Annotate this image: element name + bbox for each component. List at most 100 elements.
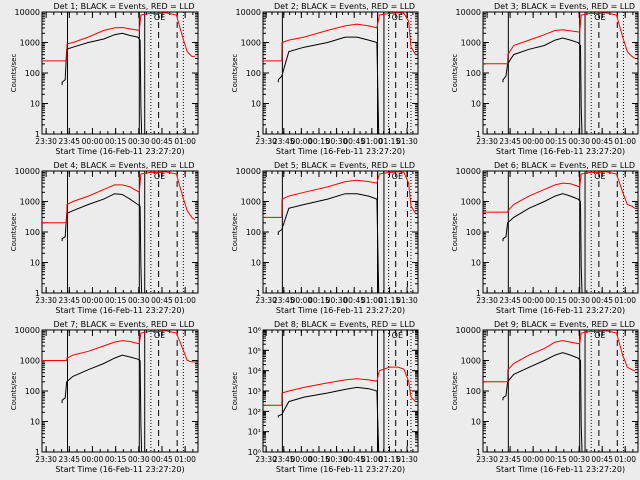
x-tick-label: 00:00 [82,137,104,146]
x-tick-label: 01:00 [174,137,196,146]
y-tick-label: 1000 [20,357,40,366]
x-tick-label: 00:30 [128,137,150,146]
y-tick-label: 1 [35,289,40,298]
x-tick-label: 01:00 [614,296,636,305]
x-tick-label: 00:15 [308,137,330,146]
x-tick-label: 00:30 [128,455,150,464]
x-tick-label: 00:15 [545,296,567,305]
panel-title: Det 2; BLACK = Events, RED = LLD [274,2,415,11]
x-axis-label: Start Time (16-Feb-11 23:27:20) [496,465,625,474]
y-tick-label: 1000 [461,357,481,366]
x-tick-label: 00:45 [343,296,365,305]
x-tick-label: 00:00 [522,455,544,464]
x-tick-label: 23:30 [35,296,57,305]
panel-title: Det 8; BLACK = Events, RED = LLD [274,320,415,329]
annotation-label: OE [154,331,165,340]
x-tick-label: 23:30 [255,137,277,146]
x-tick-label: 00:15 [105,137,127,146]
detector-panel-1: 1 10 100 1000 10000 23:30 23:45 00:00 00:15 00:30… [10,2,199,156]
y-tick-label: 1 [476,289,481,298]
y-tick-label: 10 [30,418,40,427]
x-tick-label: 00:15 [545,137,567,146]
y-tick-label: 1000 [241,198,261,207]
y-tick-label: 10000 [456,8,481,17]
y-tick-label: 1 [476,448,481,457]
y-tick-label: 10000 [236,8,261,17]
x-tick-label: 23:30 [255,296,277,305]
y-tick-label: 100 [466,387,481,396]
series-lld-line [263,171,417,218]
x-tick-label: 00:45 [591,455,613,464]
y-tick-label: 1000 [20,198,40,207]
x-axis-label: Start Time (16-Feb-11 23:27:20) [276,306,405,315]
y-tick-label: 10000 [15,8,40,17]
y-tick-label: 100 [25,387,40,396]
y-axis-label: Counts/sec [231,213,239,252]
x-tick-label: 00:00 [522,296,544,305]
x-tick-label: 00:30 [326,296,348,305]
detector-panel-8: 10⁰ 10¹ 10² 10³ 10⁴ 10⁵ 10⁶ 23:3023:4500:0000:1… [231,320,419,474]
y-tick-label: 10⁴ [248,367,261,376]
x-tick-label: 23:45 [58,137,80,146]
y-tick-label: 10¹ [248,428,261,437]
x-tick-label: 00:30 [568,296,590,305]
x-tick-label: 23:30 [35,455,57,464]
y-tick-label: 10² [248,407,261,416]
x-tick-label: 00:45 [151,296,173,305]
y-tick-label: 10 [30,100,40,109]
detector-panel-7: 1 10 100 1000 10000 23:30 23:45 00:00 00:15 00:30… [10,320,199,474]
x-tick-label: 00:45 [343,137,365,146]
series-group [483,171,636,293]
y-axis-label: Counts/sec [10,213,18,252]
series-events-line [277,36,380,134]
x-tick-label: 00:15 [545,455,567,464]
x-tick-label: 00:30 [568,455,590,464]
y-tick-label: 1 [35,448,40,457]
x-tick-label: 01:30 [396,137,418,146]
panel-title: Det 4; BLACK = Events, RED = LLD [54,161,195,170]
x-tick-label: 01:15 [379,296,401,305]
y-tick-label: 10000 [15,167,40,176]
annotation-label: OE [392,172,403,181]
annotation-label: OE [154,13,165,22]
y-tick-label: 100 [246,228,261,237]
y-axis-label: Counts/sec [231,372,239,411]
series-lld-line [263,12,417,62]
y-tick-label: 100 [25,69,40,78]
y-axis-label: Counts/sec [10,372,18,411]
y-axis-label: Counts/sec [231,54,239,93]
x-tick-label: 01:00 [614,455,636,464]
x-tick-label: 23:30 [476,296,498,305]
y-tick-label: 10 [251,100,261,109]
y-tick-label: 1 [256,289,261,298]
x-tick-label: 23:45 [58,296,80,305]
detector-panel-2: 1 10 100 1000 10000 23:3023:4500:0000:1500:30… [231,2,419,156]
annotation-label: OE [594,331,605,340]
y-axis-label: Counts/sec [451,372,459,411]
x-tick-label: 01:30 [396,296,418,305]
x-tick-label: 23:45 [58,455,80,464]
y-tick-label: 10³ [248,387,261,396]
panel-title: Det 5; BLACK = Events, RED = LLD [274,161,415,170]
series-lld-line [483,12,636,65]
x-tick-label: 01:00 [614,137,636,146]
detector-panel-4: 1 10 100 1000 10000 23:30 23:45 00:00 00:15 00:30… [10,161,199,315]
marker-lines [281,330,412,452]
y-tick-label: 1000 [241,39,261,48]
annotation-label: OE [594,13,605,22]
x-tick-label: 00:00 [82,296,104,305]
y-tick-label: 10 [471,259,481,268]
y-tick-label: 10⁶ [248,326,261,335]
x-axis-label: Start Time (16-Feb-11 23:27:20) [55,306,184,315]
series-events-line [61,193,143,293]
x-tick-label: 23:45 [499,296,521,305]
x-axis-label: Start Time (16-Feb-11 23:27:20) [496,147,625,156]
x-axis-label: Start Time (16-Feb-11 23:27:20) [276,147,405,156]
series-group [42,330,195,452]
series-events-line [502,193,583,293]
detector-panel-6: 1 10 100 1000 10000 23:30 23:45 00:00 00:15 00:30… [451,161,639,315]
series-lld-line [263,366,417,406]
x-tick-label: 23:30 [476,455,498,464]
series-group [263,12,417,134]
